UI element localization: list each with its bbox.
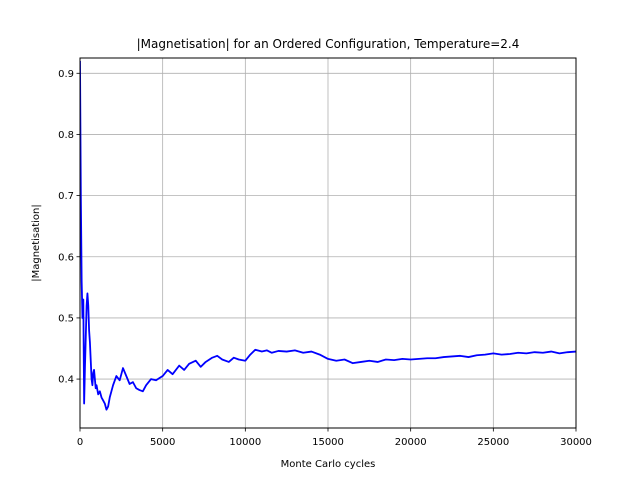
x-tick-label: 10000 [229,437,261,448]
x-axis-label: Monte Carlo cycles [281,459,376,470]
y-tick-label: 0.7 [58,191,74,202]
series-line [80,61,576,411]
x-tick-label: 5000 [150,437,175,448]
y-axis-label: |Magnetisation| [31,204,42,282]
x-axis: 0 5000 10000 15000 20000 25000 30000 [77,428,592,448]
x-tick-label: 30000 [560,437,592,448]
y-tick-label: 0.8 [58,130,74,141]
y-tick-label: 0.4 [58,375,74,386]
x-tick-label: 0 [77,437,83,448]
y-axis: 0.4 0.5 0.6 0.7 0.8 0.9 [58,69,80,386]
x-tick-label: 20000 [395,437,427,448]
y-tick-label: 0.5 [58,313,74,324]
chart-title: |Magnetisation| for an Ordered Configura… [137,37,520,51]
x-tick-label: 15000 [312,437,344,448]
series-layer [80,61,576,411]
x-tick-label: 25000 [477,437,509,448]
y-tick-label: 0.9 [58,69,74,80]
grid-lines [80,58,576,428]
y-tick-label: 0.6 [58,252,74,263]
